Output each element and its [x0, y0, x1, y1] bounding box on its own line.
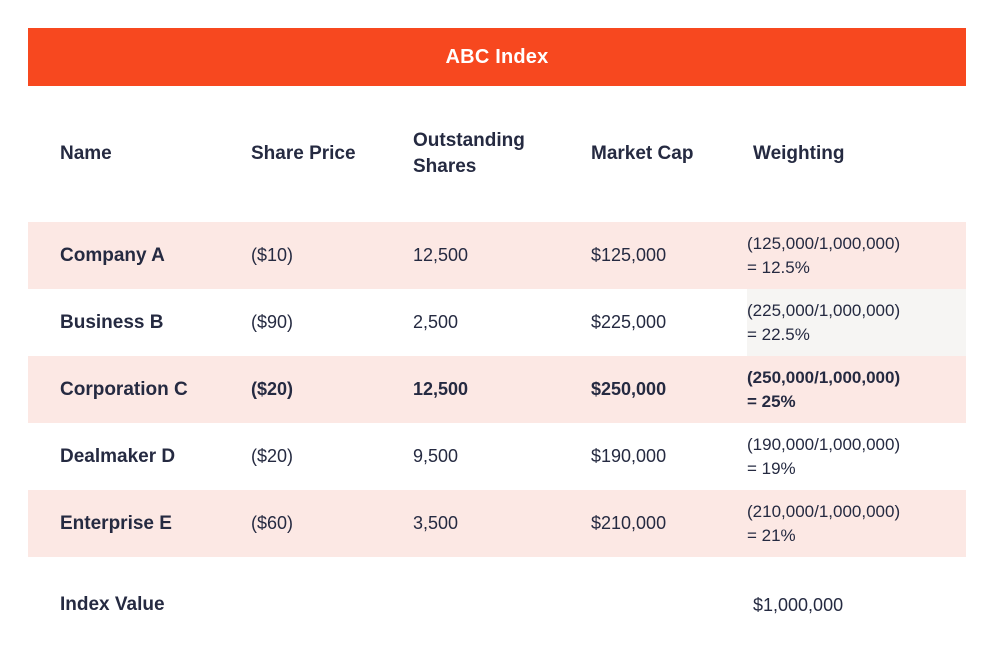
market-cap: $190,000: [591, 446, 667, 466]
weighting-result: = 22.5%: [747, 324, 810, 344]
weighting: (210,000/1,000,000) = 21%: [747, 490, 966, 557]
weighting: (250,000/1,000,000) = 25%: [747, 356, 966, 423]
table-row-business-b: Business B ($90) 2,500 $225,000 (225,000…: [28, 289, 966, 356]
column-header-share-price: Share Price: [251, 143, 356, 165]
outstanding-shares: 9,500: [413, 446, 459, 466]
company-name: Business B: [60, 311, 164, 333]
share-price: ($10): [251, 245, 294, 265]
weighting-result: = 21%: [747, 525, 796, 545]
outstanding-shares: 12,500: [413, 379, 469, 399]
weighting-calc: (125,000/1,000,000): [747, 233, 901, 253]
title-bar: ABC Index: [28, 28, 966, 86]
outstanding-shares: 3,500: [413, 513, 459, 533]
weighting-calc: (250,000/1,000,000): [747, 367, 901, 387]
weighting: (125,000/1,000,000) = 12.5%: [747, 222, 966, 289]
share-price: ($60): [251, 513, 294, 533]
outstanding-shares: 12,500: [413, 245, 469, 265]
weighting-result: = 12.5%: [747, 257, 810, 277]
share-price: ($90): [251, 312, 294, 332]
weighting-calc: (225,000/1,000,000): [747, 300, 901, 320]
weighting-result: = 25%: [747, 391, 796, 411]
table-row-dealmaker-d: Dealmaker D ($20) 9,500 $190,000 (190,00…: [28, 423, 966, 490]
outstanding-shares: 2,500: [413, 312, 459, 332]
column-header-outstanding-shares: Outstanding Shares: [413, 130, 525, 177]
weighting: (225,000/1,000,000) = 22.5%: [747, 289, 966, 356]
column-header-market-cap: Market Cap: [591, 143, 694, 165]
index-value-amount: $1,000,000: [753, 594, 844, 615]
weighting-calc: (190,000/1,000,000): [747, 434, 901, 454]
share-price: ($20): [251, 379, 294, 399]
weighting: (190,000/1,000,000) = 19%: [747, 423, 966, 490]
market-cap: $250,000: [591, 379, 667, 399]
table-row-enterprise-e: Enterprise E ($60) 3,500 $210,000 (210,0…: [28, 490, 966, 557]
column-header-name: Name: [60, 143, 112, 165]
company-name: Corporation C: [60, 378, 188, 400]
index-value-label: Index Value: [60, 594, 165, 615]
table-row-company-a: Company A ($10) 12,500 $125,000 (125,000…: [28, 222, 966, 289]
share-price: ($20): [251, 446, 294, 466]
column-header-row: Name Share Price Outstanding Shares Mark…: [28, 86, 966, 222]
company-name: Enterprise E: [60, 512, 172, 534]
index-value-row: Index Value $1,000,000: [28, 557, 966, 653]
weighting-calc: (210,000/1,000,000): [747, 501, 901, 521]
weighting-result: = 19%: [747, 458, 796, 478]
market-cap: $225,000: [591, 312, 667, 332]
table-row-corporation-c: Corporation C ($20) 12,500 $250,000 (250…: [28, 356, 966, 423]
column-header-weighting: Weighting: [753, 143, 845, 165]
company-name: Company A: [60, 244, 165, 266]
market-cap: $210,000: [591, 513, 667, 533]
company-name: Dealmaker D: [60, 445, 176, 467]
market-cap: $125,000: [591, 245, 667, 265]
table-title: ABC Index: [445, 45, 549, 68]
